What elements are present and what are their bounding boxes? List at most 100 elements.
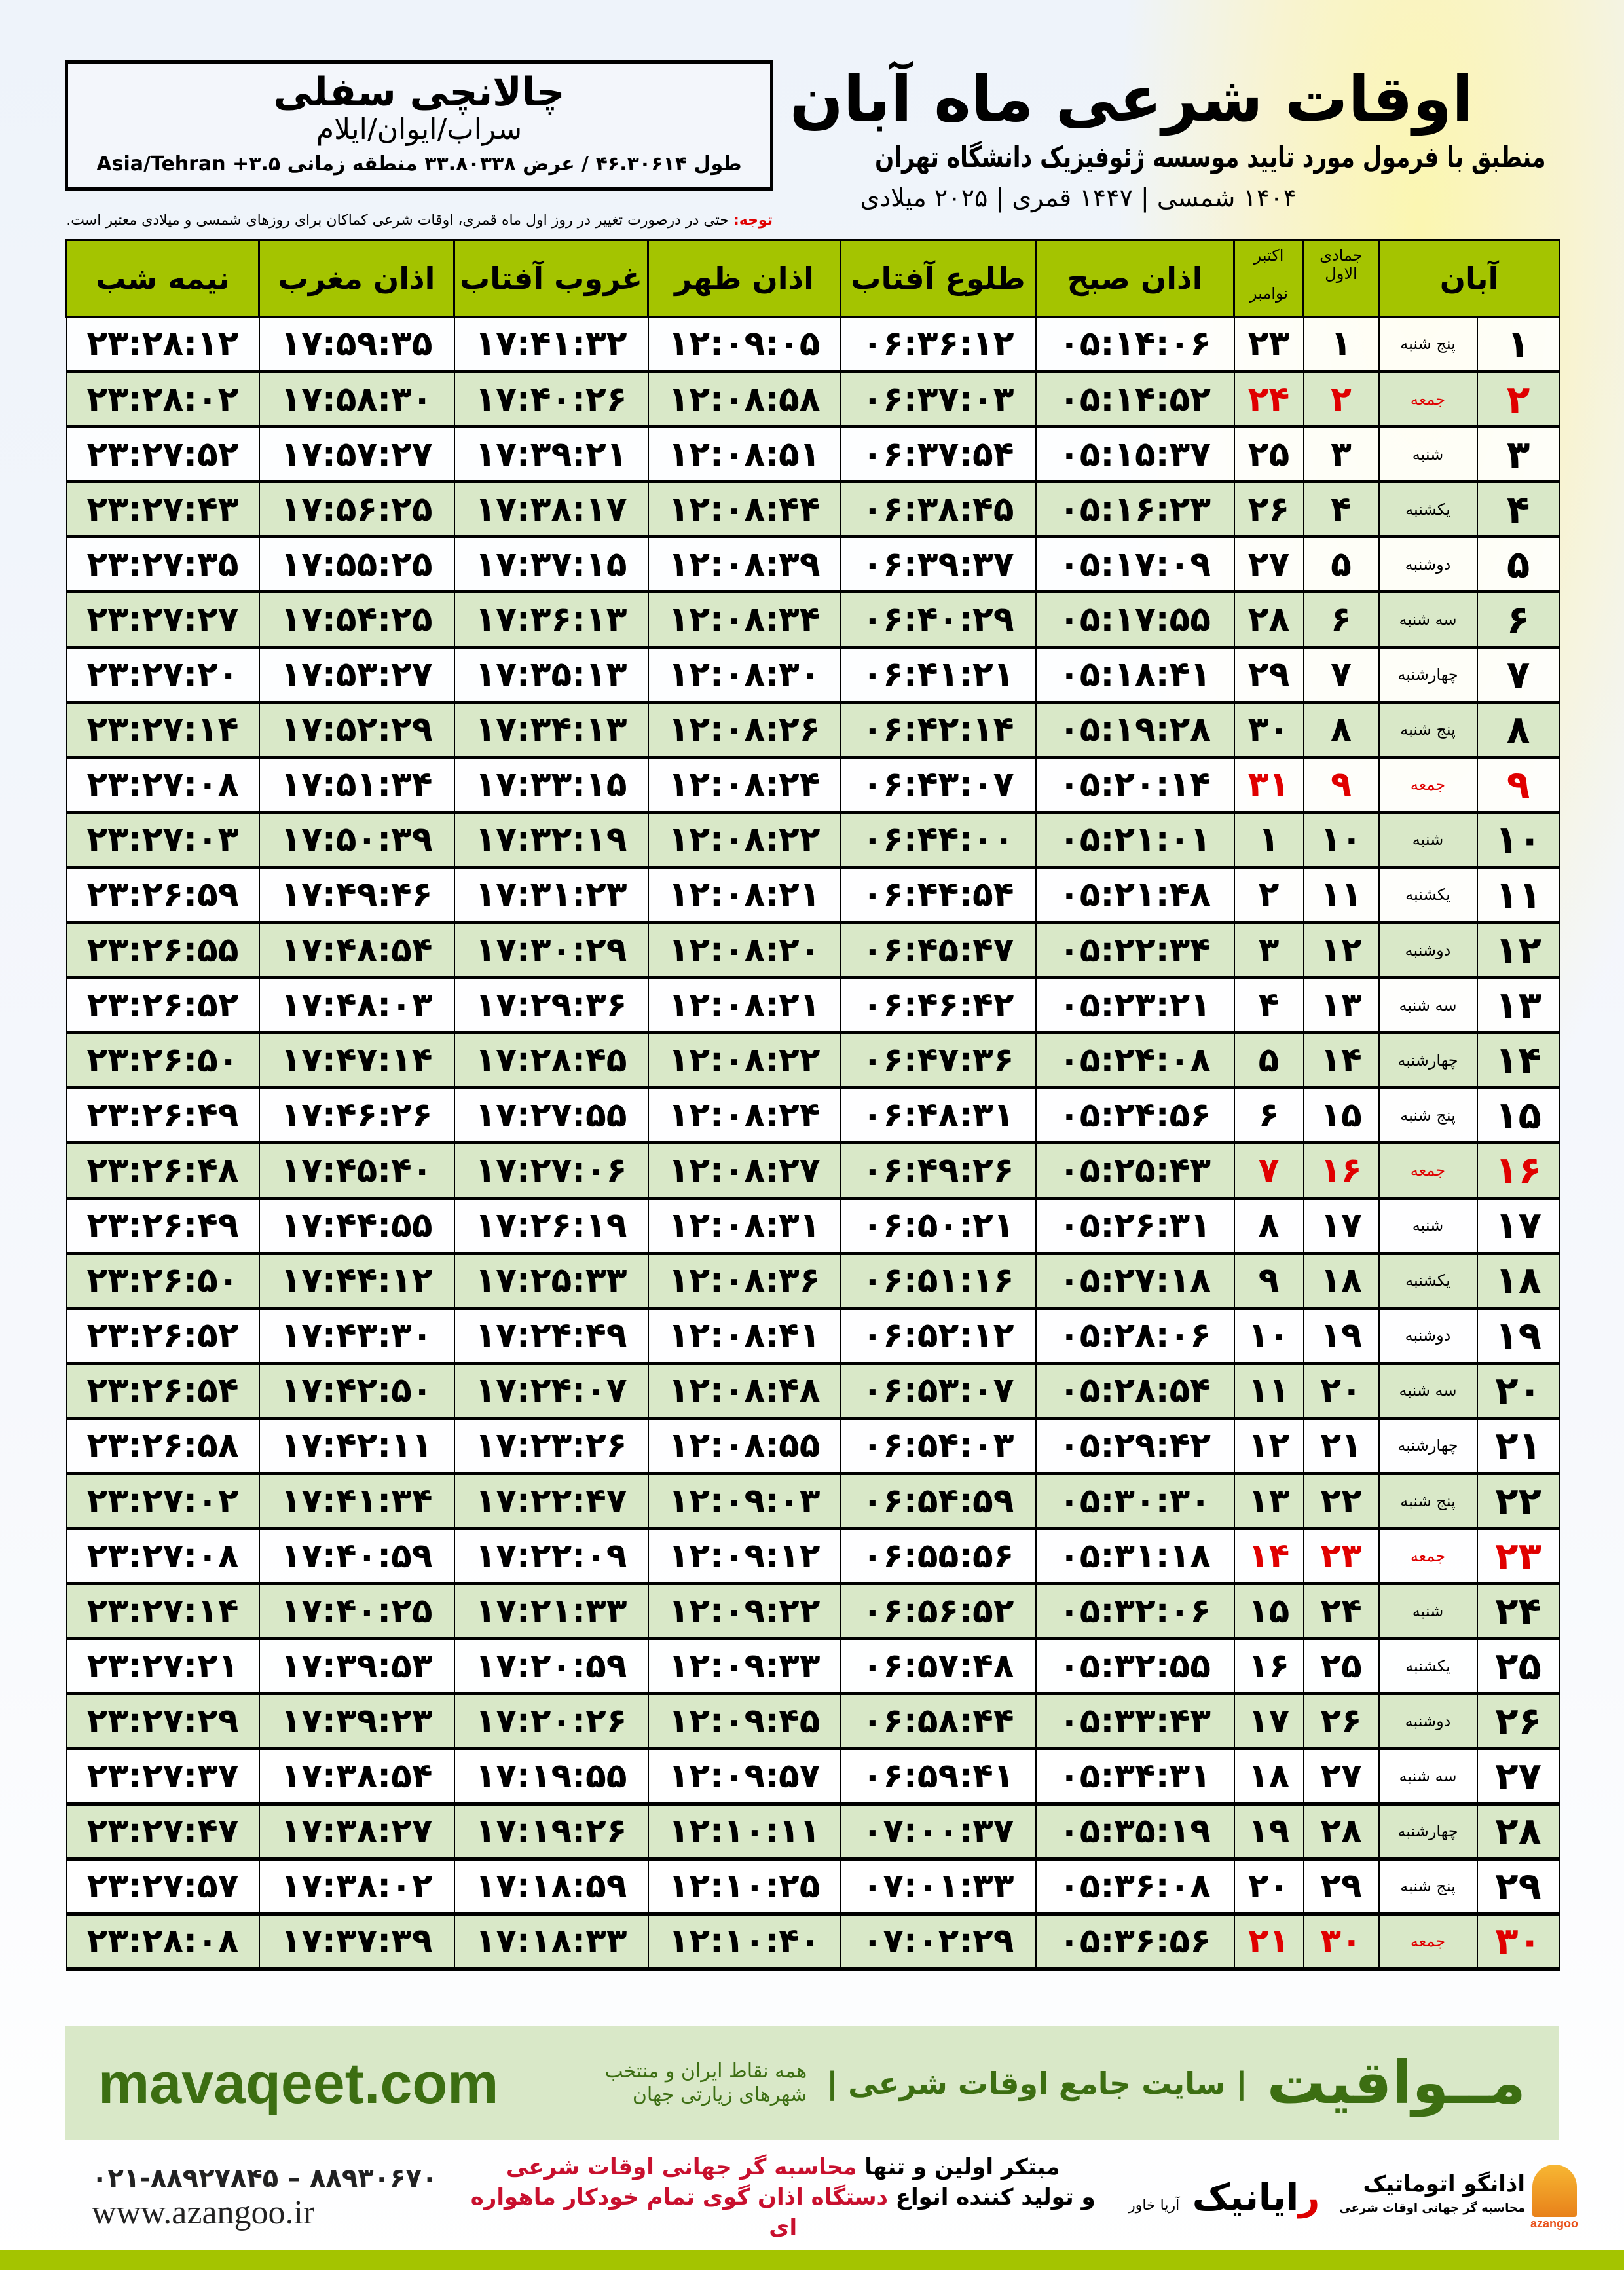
cell-sunset: ۱۷:۲۰:۲۶: [453, 1692, 649, 1751]
cell-fajr: ۰۵:۲۸:۵۴: [1035, 1362, 1235, 1420]
promo-text: مبتکر اولین و تنها محاسبه گر جهانی اوقات…: [457, 2152, 1109, 2242]
cell-november: ۲۸: [1233, 591, 1304, 649]
cell-maghrib: ۱۷:۴۴:۵۵: [258, 1197, 455, 1255]
cell-maghrib: ۱۷:۴۲:۵۰: [258, 1362, 455, 1420]
cell-midnight: ۲۳:۲۷:۴۷: [65, 1803, 260, 1861]
tagline-secondary: همه نقاط ایران و منتخب شهرهای زیارتی جها…: [604, 2059, 807, 2106]
cell-sunset: ۱۷:۳۳:۱۵: [453, 756, 649, 814]
col-sunset: غروب آفتاب: [453, 239, 649, 318]
cell-dhuhr: ۱۲:۰۸:۴۴: [647, 481, 841, 539]
table-row: ۲۸ چهارشنبه ۲۸ ۱۹ ۰۵:۳۵:۱۹ ۰۷:۰۰:۳۷ ۱۲:۱۰:۱۱ ۱۷…: [65, 1803, 1560, 1861]
cell-sunset: ۱۷:۴۰:۲۶: [453, 371, 649, 429]
cell-dhuhr: ۱۲:۰۸:۲۲: [647, 811, 841, 869]
cell-day: ۸: [1476, 701, 1560, 759]
cell-november: ۹: [1233, 1252, 1304, 1310]
note-label: توجه:: [733, 212, 773, 229]
cell-jumada: ۲۶: [1302, 1692, 1380, 1751]
cell-november: ۵: [1233, 1032, 1304, 1090]
cell-sunrise: ۰۶:۴۹:۲۶: [840, 1142, 1037, 1200]
cell-jumada: ۴: [1302, 481, 1380, 539]
cell-day: ۲۴: [1476, 1582, 1560, 1641]
cell-midnight: ۲۳:۲۶:۴۹: [65, 1197, 260, 1255]
cell-weekday: چهارشنبه: [1378, 1803, 1478, 1861]
cell-sunset: ۱۷:۳۸:۱۷: [453, 481, 649, 539]
table-row: ۱۷ شنبه ۱۷ ۸ ۰۵:۲۶:۳۱ ۰۶:۵۰:۲۱ ۱۲:۰۸:۳۱ ۱۷:۲۶:۱…: [65, 1197, 1560, 1255]
cell-dhuhr: ۱۲:۰۹:۰۵: [647, 316, 841, 374]
cell-midnight: ۲۳:۲۶:۵۹: [65, 866, 260, 925]
cell-maghrib: ۱۷:۴۵:۴۰: [258, 1142, 455, 1200]
table-row: ۲۶ دوشنبه ۲۶ ۱۷ ۰۵:۳۳:۴۳ ۰۶:۵۸:۴۴ ۱۲:۰۹:۴۵ ۱۷:۲…: [65, 1692, 1560, 1751]
cell-sunrise: ۰۶:۴۷:۳۶: [840, 1032, 1037, 1090]
cell-sunrise: ۰۶:۳۷:۰۳: [840, 371, 1037, 429]
cell-fajr: ۰۵:۱۷:۰۹: [1035, 536, 1235, 594]
cell-weekday: شنبه: [1378, 1197, 1478, 1255]
cell-weekday: یکشنبه: [1378, 481, 1478, 539]
cell-november: ۱۹: [1233, 1803, 1304, 1861]
cell-midnight: ۲۳:۲۸:۱۲: [65, 316, 260, 374]
cell-dhuhr: ۱۲:۱۰:۲۵: [647, 1858, 841, 1916]
cell-jumada: ۲۰: [1302, 1362, 1380, 1420]
cell-midnight: ۲۳:۲۷:۰۸: [65, 1527, 260, 1586]
cell-november: ۶: [1233, 1087, 1304, 1145]
year-info: ۱۴۰۴ شمسی | ۱۴۴۷ قمری | ۲۰۲۵ میلادی: [860, 183, 1297, 212]
cell-dhuhr: ۱۲:۰۹:۴۵: [647, 1692, 841, 1751]
table-row: ۹ جمعه ۹ ۳۱ ۰۵:۲۰:۱۴ ۰۶:۴۳:۰۷ ۱۲:۰۸:۲۴ ۱۷:۳۳:۱۵…: [65, 756, 1560, 814]
cell-weekday: یکشنبه: [1378, 1637, 1478, 1696]
azangoo-logo-name: اذانگو اتوماتیک: [1363, 2170, 1525, 2197]
cell-day: ۲۱: [1476, 1417, 1560, 1475]
azangoo-logo-sub: محاسبه گر جهانی اوقات شرعی: [1339, 2201, 1525, 2215]
cell-weekday: سه شنبه: [1378, 977, 1478, 1035]
cell-maghrib: ۱۷:۳۸:۵۴: [258, 1747, 455, 1806]
cell-sunrise: ۰۶:۳۷:۵۴: [840, 426, 1037, 484]
table-row: ۲۴ شنبه ۲۴ ۱۵ ۰۵:۳۲:۰۶ ۰۶:۵۶:۵۲ ۱۲:۰۹:۲۲ ۱۷:۲۱:…: [65, 1582, 1560, 1641]
cell-day: ۱۶: [1476, 1142, 1560, 1200]
prayer-times-table: آبان جمادی الاول اکتبر نوامبر اذان صبح طل…: [65, 239, 1561, 1971]
cell-sunrise: ۰۶:۴۳:۰۷: [840, 756, 1037, 814]
cell-maghrib: ۱۷:۳۷:۳۹: [258, 1913, 455, 1971]
note: توجه: حتی در درصورت تغییر در روز اول ماه…: [65, 212, 773, 229]
cell-sunset: ۱۷:۲۴:۴۹: [453, 1307, 649, 1365]
site-url[interactable]: mavaqeet.com: [98, 2050, 499, 2115]
cell-weekday: سه شنبه: [1378, 1362, 1478, 1420]
promo-line2b: دستگاه اذان گوی تمام خودکار ماهواره ای: [470, 2184, 888, 2241]
credits-row: ۰۲۱-۸۸۹۲۷۸۴۵ – ۸۸۹۳۰۶۷۰ www.azangoo.ir م…: [92, 2152, 1578, 2242]
cell-dhuhr: ۱۲:۰۸:۳۴: [647, 591, 841, 649]
phone-numbers: ۰۲۱-۸۸۹۲۷۸۴۵ – ۸۸۹۳۰۶۷۰: [92, 2163, 438, 2193]
cell-weekday: دوشنبه: [1378, 536, 1478, 594]
cell-sunset: ۱۷:۲۷:۰۶: [453, 1142, 649, 1200]
col-oct-nov: اکتبر نوامبر: [1233, 239, 1304, 318]
cell-sunrise: ۰۶:۵۵:۵۶: [840, 1527, 1037, 1586]
cell-midnight: ۲۳:۲۷:۱۴: [65, 701, 260, 759]
cell-sunset: ۱۷:۲۸:۴۵: [453, 1032, 649, 1090]
cell-november: ۸: [1233, 1197, 1304, 1255]
cell-weekday: دوشنبه: [1378, 1307, 1478, 1365]
cell-november: ۳: [1233, 921, 1304, 980]
cell-midnight: ۲۳:۲۶:۵۲: [65, 1307, 260, 1365]
cell-day: ۲: [1476, 371, 1560, 429]
cell-sunset: ۱۷:۱۸:۵۹: [453, 1858, 649, 1916]
cell-midnight: ۲۳:۲۷:۲۹: [65, 1692, 260, 1751]
cell-dhuhr: ۱۲:۰۸:۲۴: [647, 1087, 841, 1145]
cell-midnight: ۲۳:۲۷:۱۴: [65, 1582, 260, 1641]
cell-midnight: ۲۳:۲۷:۰۳: [65, 811, 260, 869]
cell-sunrise: ۰۶:۵۶:۵۲: [840, 1582, 1037, 1641]
cell-midnight: ۲۳:۲۷:۲۷: [65, 591, 260, 649]
cell-midnight: ۲۳:۲۸:۰۲: [65, 371, 260, 429]
cell-jumada: ۱: [1302, 316, 1380, 374]
cell-sunset: ۱۷:۳۵:۱۳: [453, 646, 649, 704]
cell-sunrise: ۰۶:۳۸:۴۵: [840, 481, 1037, 539]
cell-sunset: ۱۷:۳۱:۲۳: [453, 866, 649, 925]
cell-maghrib: ۱۷:۵۶:۲۵: [258, 481, 455, 539]
table-row: ۲۲ پنج شنبه ۲۲ ۱۳ ۰۵:۳۰:۳۰ ۰۶:۵۴:۵۹ ۱۲:۰۹:۰۳ ۱۷…: [65, 1472, 1560, 1531]
cell-midnight: ۲۳:۲۷:۰۸: [65, 756, 260, 814]
cell-fajr: ۰۵:۱۷:۵۵: [1035, 591, 1235, 649]
cell-fajr: ۰۵:۳۵:۱۹: [1035, 1803, 1235, 1861]
cell-weekday: پنج شنبه: [1378, 701, 1478, 759]
table-row: ۲۷ سه شنبه ۲۷ ۱۸ ۰۵:۳۴:۳۱ ۰۶:۵۹:۴۱ ۱۲:۰۹:۵۷ ۱۷:…: [65, 1747, 1560, 1806]
cell-weekday: جمعه: [1378, 1527, 1478, 1586]
cell-fajr: ۰۵:۳۳:۴۳: [1035, 1692, 1235, 1751]
azangoo-url[interactable]: www.azangoo.ir: [92, 2193, 315, 2231]
cell-fajr: ۰۵:۲۴:۰۸: [1035, 1032, 1235, 1090]
cell-weekday: جمعه: [1378, 756, 1478, 814]
cell-dhuhr: ۱۲:۰۸:۲۰: [647, 921, 841, 980]
